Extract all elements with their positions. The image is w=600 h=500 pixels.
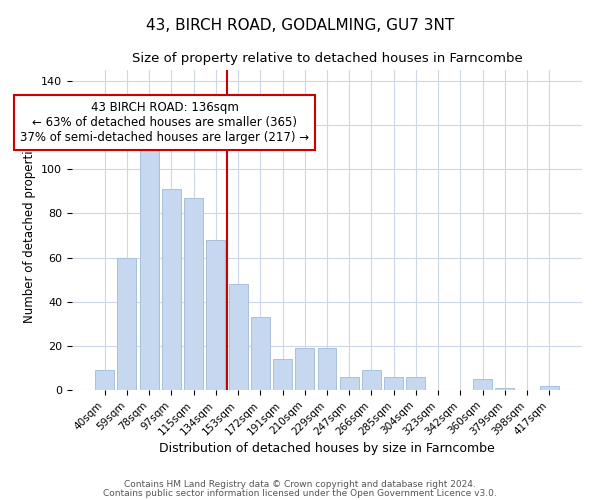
Text: 43, BIRCH ROAD, GODALMING, GU7 3NT: 43, BIRCH ROAD, GODALMING, GU7 3NT	[146, 18, 454, 32]
Bar	[473, 379, 492, 390]
Bar	[95, 370, 114, 390]
Bar	[273, 359, 292, 390]
Bar	[162, 189, 181, 390]
Bar	[184, 198, 203, 390]
Title: Size of property relative to detached houses in Farncombe: Size of property relative to detached ho…	[131, 52, 523, 64]
Bar	[362, 370, 381, 390]
Y-axis label: Number of detached properties: Number of detached properties	[23, 137, 35, 323]
Bar	[229, 284, 248, 390]
Bar	[496, 388, 514, 390]
X-axis label: Distribution of detached houses by size in Farncombe: Distribution of detached houses by size …	[159, 442, 495, 455]
Bar	[317, 348, 337, 390]
Bar	[140, 132, 158, 390]
Bar	[540, 386, 559, 390]
Bar	[206, 240, 225, 390]
Bar	[384, 377, 403, 390]
Bar	[406, 377, 425, 390]
Text: Contains HM Land Registry data © Crown copyright and database right 2024.: Contains HM Land Registry data © Crown c…	[124, 480, 476, 489]
Bar	[295, 348, 314, 390]
Text: Contains public sector information licensed under the Open Government Licence v3: Contains public sector information licen…	[103, 488, 497, 498]
Bar	[340, 377, 359, 390]
Text: 43 BIRCH ROAD: 136sqm
← 63% of detached houses are smaller (365)
37% of semi-det: 43 BIRCH ROAD: 136sqm ← 63% of detached …	[20, 101, 309, 144]
Bar	[118, 258, 136, 390]
Bar	[251, 317, 270, 390]
